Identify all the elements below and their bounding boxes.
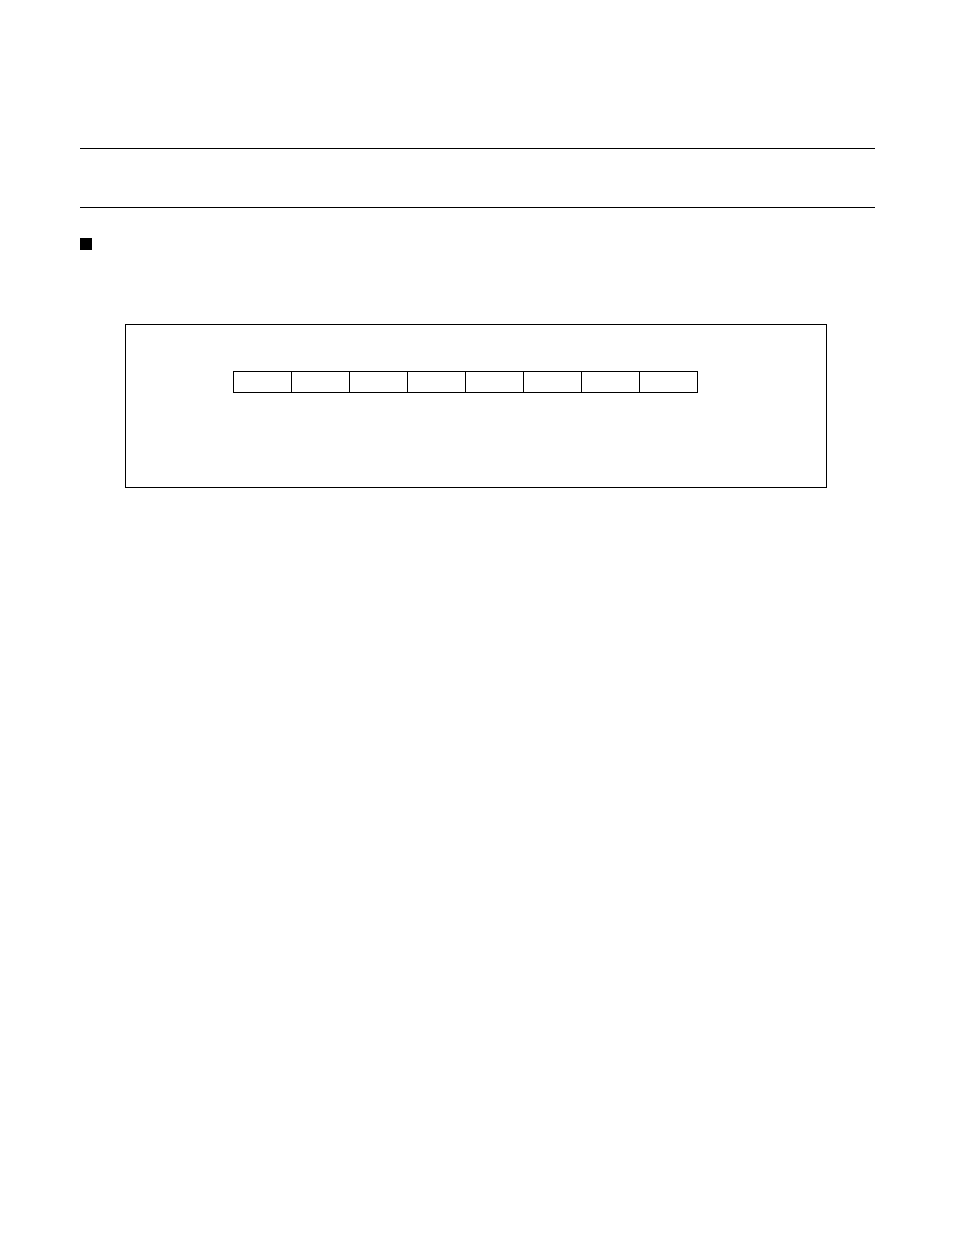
bit-cell — [291, 371, 350, 393]
bit-cell — [523, 371, 582, 393]
bit-cell — [639, 371, 698, 393]
bit-cell — [407, 371, 466, 393]
bullet-square-icon — [80, 238, 92, 250]
top-divider — [80, 148, 875, 149]
section-divider — [80, 207, 875, 208]
bit-field-row — [233, 371, 698, 393]
bit-cell — [349, 371, 408, 393]
page — [0, 0, 954, 1235]
diagram-container — [125, 324, 827, 488]
bit-cell — [581, 371, 640, 393]
bit-cell — [233, 371, 292, 393]
bit-cell — [465, 371, 524, 393]
